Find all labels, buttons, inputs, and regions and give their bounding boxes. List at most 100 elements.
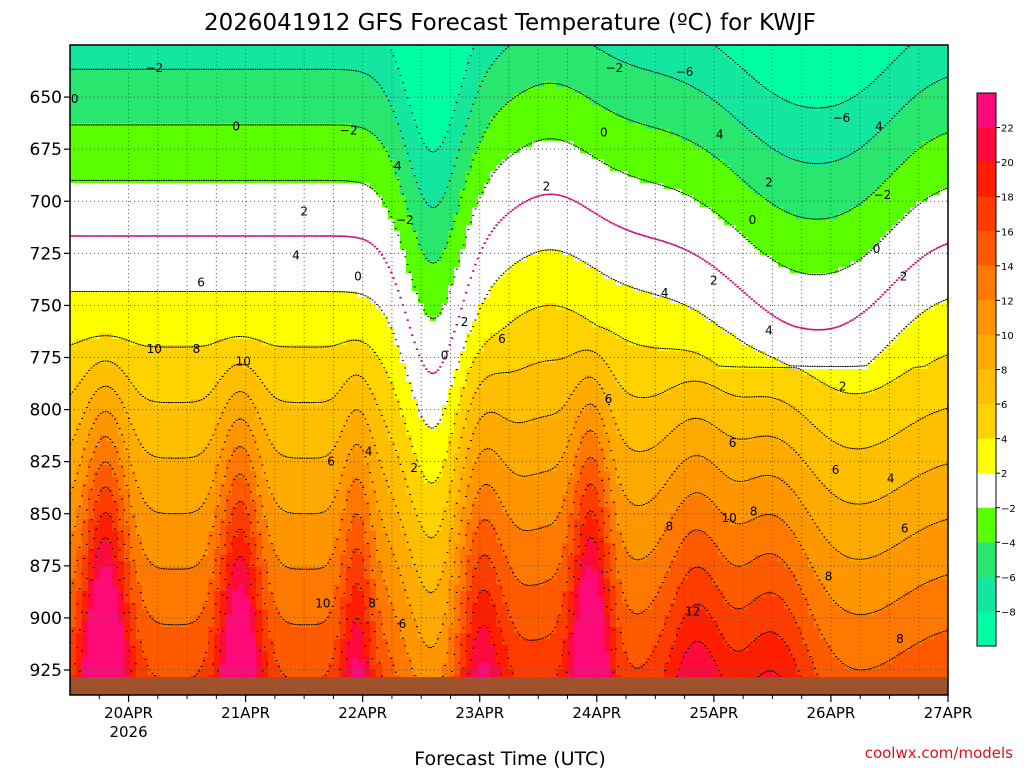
x-tick-label: 22APR [338,704,387,722]
contour-label: 8 [368,596,376,610]
colorbar-swatch [977,369,996,405]
y-tick-label: 725 [30,244,62,264]
colorbar-label: 16 [1001,227,1014,238]
contour-label: 2 [410,461,418,475]
y-axis: 650 675 700 725 750 775 800 825 850 875 900 925 [30,88,70,681]
colorbar-label: 22 [1001,124,1014,135]
contour-label: 4 [716,128,724,142]
y-tick-label: 800 [30,401,62,421]
colorbar-label: −8 [1001,607,1016,618]
contour-label: 0 [71,92,79,106]
x-tick-label: 25APR [689,704,738,722]
contour-label: −2 [874,188,892,202]
contour-label: 2 [300,205,308,219]
contour-label: 6 [327,455,335,469]
colorbar-label: −2 [1001,504,1016,515]
contour-label: 2 [543,180,551,194]
contour-label: 10 [236,355,251,369]
x-tick-label: 20APR [104,704,153,722]
x-tick-label: 27APR [924,704,973,722]
contour-label: 6 [399,617,407,631]
contour-label: 2 [839,380,847,394]
contour-label: 2 [461,315,469,329]
contour-label: 6 [498,332,506,346]
temperature-bands [70,45,948,695]
x-axis-title: Forecast Time (UTC) [414,748,605,768]
colorbar-swatch [977,611,996,647]
contour-label: 4 [292,248,300,262]
colorbar-swatch [977,162,996,198]
contour-label: 8 [825,569,833,583]
contour-label: 0 [873,242,881,256]
colorbar-swatch [977,265,996,301]
colorbar-swatch [977,127,996,163]
y-tick-label: 900 [30,609,62,629]
colorbar-swatch [977,404,996,440]
colorbar-label: 12 [1001,296,1014,307]
x-year-label: 2026 [109,723,147,741]
x-tick-label: 21APR [221,704,270,722]
source-credit[interactable]: coolwx.com/models [865,744,1013,762]
contour-label: 2 [710,273,718,287]
colorbar-label: 14 [1001,262,1014,273]
ground-surface [70,677,948,695]
colorbar-label: 18 [1001,193,1014,204]
colorbar-swatch [977,576,996,612]
colorbar-swatch [977,231,996,267]
contour-label: 6 [605,392,613,406]
contour-labels: 0 −2 0 2 4 6 10 8 10 −2 4 −2 0 0 2 6 4 2 10 8 6 6 2 0 −2 6 4 −6 4 2 0 2… [71,61,909,646]
colorbar-label: −6 [1001,573,1016,584]
contour-label: 8 [750,505,758,519]
contour-label: −2 [606,61,624,75]
contour-label: 4 [875,119,883,133]
contour-label: −6 [676,65,694,79]
x-tick-label: 23APR [455,704,504,722]
contour-label: 6 [729,436,737,450]
colorbar-legend: 22 20 18 16 14 12 10 8 6 4 2 −2 −4 −6 −8 [976,92,1016,647]
plot-area: 0 −2 0 2 4 6 10 8 10 −2 4 −2 0 0 2 6 4 2 10 8 6 6 2 0 −2 6 4 −6 4 2 0 2… [69,44,949,696]
contour-label: 0 [354,269,362,283]
y-tick-label: 825 [30,453,62,473]
colorbar-swatch [977,507,996,543]
colorbar-label: 6 [1001,400,1007,411]
y-tick-label: 650 [30,88,62,108]
colorbar-swatch [977,196,996,232]
contour-label: 6 [197,276,205,290]
colorbar-swatch [977,473,996,509]
contour-label: 0 [749,213,757,227]
contour-label: 10 [315,596,330,610]
contour-label: 10 [147,342,162,356]
contour-label: −2 [145,61,163,75]
contour-label: 4 [394,159,402,173]
colorbar-swatch [977,93,996,129]
colorbar-swatch [977,438,996,474]
y-tick-label: 700 [30,192,62,212]
contour-label: 4 [661,286,669,300]
contour-label: 0 [441,348,449,362]
contour-label: 0 [232,119,240,133]
contour-label: 8 [193,342,201,356]
y-tick-label: 750 [30,296,62,316]
y-tick-label: 775 [30,349,62,369]
contour-label: 6 [832,463,840,477]
y-tick-label: 850 [30,505,62,525]
colorbar-swatch [977,300,996,336]
contour-label: −2 [340,123,358,137]
contour-label: 2 [900,269,908,283]
contour-label: −2 [396,213,414,227]
grid-lines [70,45,948,695]
contour-label: 10 [721,511,736,525]
contour-label: 4 [887,471,895,485]
colorbar-swatch [977,334,996,370]
contour-label: 2 [765,176,773,190]
contour-label: 12 [685,605,700,619]
contour-label: 0 [600,126,608,140]
contour-label: 6 [901,521,909,535]
contour-label: 8 [666,519,674,533]
contour-label: −6 [833,111,851,125]
contour-label: 8 [896,632,904,646]
colorbar-label: 10 [1001,331,1014,342]
x-tick-label: 24APR [572,704,621,722]
colorbar-swatch [977,542,996,578]
